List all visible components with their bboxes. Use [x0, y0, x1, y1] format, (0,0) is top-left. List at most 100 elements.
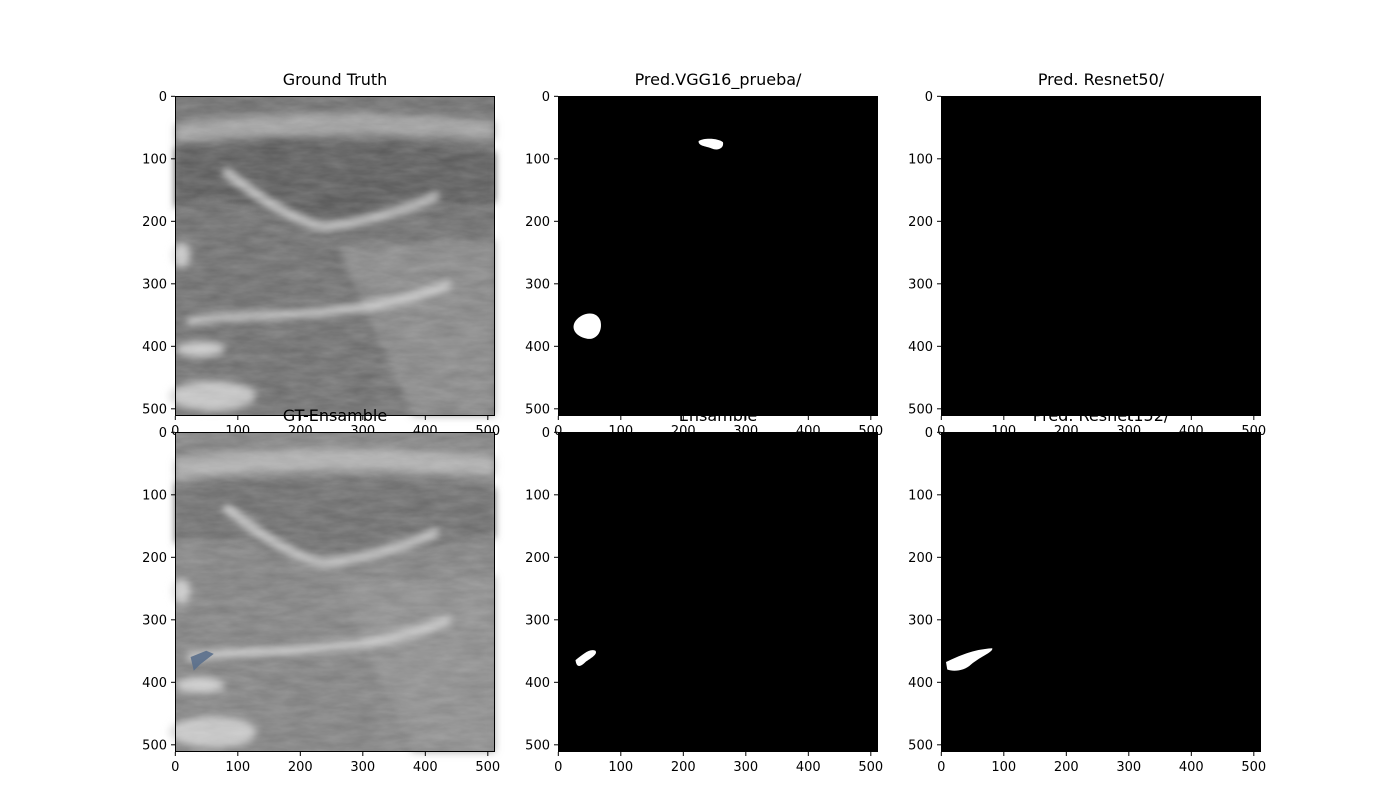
x-tick-label: 0 [171, 760, 179, 775]
axes-frame [941, 432, 1261, 752]
mask-background [558, 432, 878, 752]
y-tick-label: 200 [525, 215, 550, 230]
y-tick-label: 300 [525, 277, 550, 292]
axes-frame [558, 96, 878, 416]
panel-title: GT-Ensamble [282, 406, 388, 425]
y-tick-label: 100 [142, 152, 167, 167]
axes-frame [175, 96, 495, 416]
x-tick-label: 200 [1054, 760, 1079, 775]
y-tick-label: 500 [142, 738, 167, 753]
x-tick-label: 500 [858, 760, 883, 775]
y-tick-label: 100 [908, 152, 933, 167]
y-tick-label: 100 [908, 488, 933, 503]
panel-resnet152-prediction: Pred. Resnet152/ 0 0 100 100 200 200 300 300 400… [908, 406, 1266, 775]
y-tick-label: 500 [525, 402, 550, 417]
mask-image [558, 432, 878, 752]
panel-title: Pred. Resnet152/ [1032, 406, 1170, 425]
y-tick-label: 100 [525, 488, 550, 503]
x-tick-label: 200 [671, 760, 696, 775]
panel-title: Pred. Resnet50/ [1037, 70, 1165, 89]
x-tick-label: 500 [1241, 760, 1266, 775]
mask-image [558, 96, 878, 416]
panel-title: Ensamble [678, 406, 758, 425]
x-tick-label: 100 [991, 760, 1016, 775]
mask-blob [946, 648, 993, 671]
mask-background [941, 432, 1261, 752]
ultrasound-image [168, 432, 495, 752]
axes-frame [558, 432, 878, 752]
x-tick-label: 300 [1116, 760, 1141, 775]
x-tick-label: 400 [413, 760, 438, 775]
x-tick-label: 0 [937, 424, 945, 439]
y-tick-label: 200 [142, 215, 167, 230]
y-tick-label: 0 [542, 90, 550, 105]
x-tick-label: 200 [288, 760, 313, 775]
y-tick-label: 300 [908, 277, 933, 292]
y-tick-label: 200 [525, 551, 550, 566]
x-tick-label: 300 [350, 760, 375, 775]
y-tick-label: 0 [542, 426, 550, 441]
y-tick-label: 200 [908, 215, 933, 230]
panel-gt-ensamble: GT-Ensamble 0 0 100 100 200 200 300 300 400 400 50… [142, 406, 500, 775]
x-tick-label: 400 [796, 760, 821, 775]
y-tick-label: 300 [142, 613, 167, 628]
y-tick-label: 500 [908, 738, 933, 753]
axes-frame [175, 432, 495, 752]
mask-image [941, 432, 1261, 752]
y-tick-label: 400 [908, 340, 933, 355]
y-tick-label: 200 [908, 551, 933, 566]
panel-ensamble: Ensamble 0 0 100 100 200 200 300 300 400 400 500 50… [525, 406, 883, 775]
y-tick-label: 500 [525, 738, 550, 753]
y-tick-label: 500 [142, 402, 167, 417]
panel-vgg16-prediction: Pred.VGG16_prueba/ 0 0 100 100 200 200 300 300 4… [525, 70, 883, 439]
x-tick-label: 0 [554, 760, 562, 775]
y-tick-label: 400 [142, 340, 167, 355]
x-tick-label: 0 [937, 760, 945, 775]
mask-blob [575, 650, 596, 667]
overlay-region [190, 650, 214, 671]
panel-title: Pred.VGG16_prueba/ [634, 70, 802, 89]
ultrasound-image [168, 96, 495, 416]
panel-resnet50-prediction: Pred. Resnet50/ 0 0 100 100 200 200 300 300 400 4… [908, 70, 1266, 439]
y-tick-label: 400 [525, 340, 550, 355]
x-tick-label: 100 [225, 760, 250, 775]
x-tick-label: 400 [1179, 760, 1204, 775]
mask-image [941, 96, 1261, 416]
y-tick-label: 300 [142, 277, 167, 292]
y-tick-label: 300 [525, 613, 550, 628]
axes-frame [941, 96, 1261, 416]
y-tick-label: 0 [159, 426, 167, 441]
y-tick-label: 0 [159, 90, 167, 105]
mask-blob [573, 313, 601, 339]
x-tick-label: 300 [733, 760, 758, 775]
y-tick-label: 400 [525, 676, 550, 691]
x-tick-label: 100 [608, 760, 633, 775]
mask-background [558, 96, 878, 416]
x-tick-label: 500 [475, 760, 500, 775]
panel-ground-truth: Ground Truth 0 0 100 100 200 200 300 300 400 400 5… [142, 70, 500, 439]
y-tick-label: 400 [908, 676, 933, 691]
y-tick-label: 200 [142, 551, 167, 566]
y-tick-label: 100 [525, 152, 550, 167]
panel-title: Ground Truth [282, 70, 388, 89]
y-tick-label: 100 [142, 488, 167, 503]
mask-background [941, 96, 1261, 416]
y-tick-label: 300 [908, 613, 933, 628]
y-tick-label: 0 [925, 426, 933, 441]
y-tick-label: 500 [908, 402, 933, 417]
y-tick-label: 400 [142, 676, 167, 691]
y-tick-label: 0 [925, 90, 933, 105]
x-tick-label: 0 [554, 424, 562, 439]
x-tick-label: 0 [171, 424, 179, 439]
mask-blob [698, 138, 724, 150]
